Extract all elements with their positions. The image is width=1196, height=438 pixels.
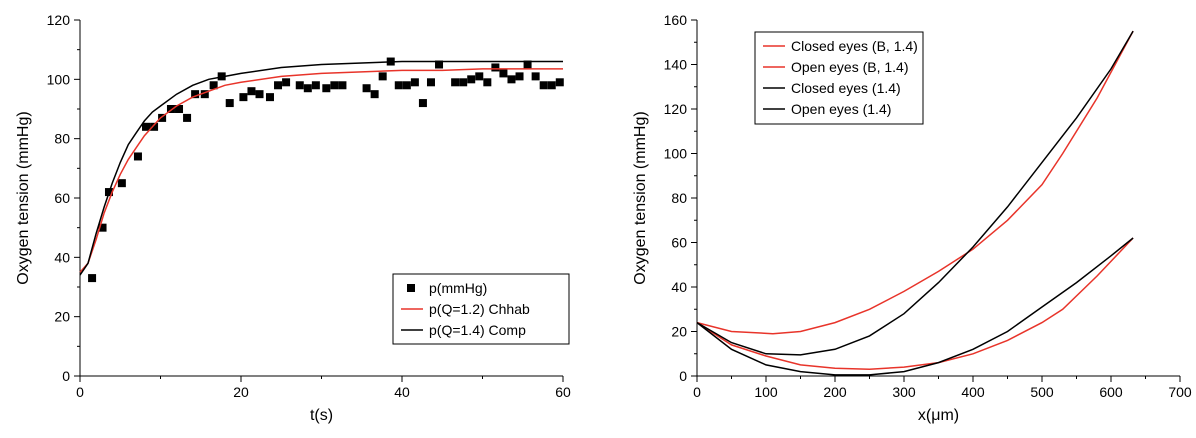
data-point: [282, 78, 291, 87]
data-point: [191, 90, 200, 99]
data-point: [515, 72, 524, 81]
legend-label: Closed eyes (1.4): [791, 80, 901, 96]
legend-label: p(Q=1.4) Comp: [429, 322, 526, 338]
data-point: [459, 78, 468, 87]
y-tick-label: 80: [671, 190, 687, 206]
data-point: [88, 274, 97, 283]
data-point: [338, 81, 347, 90]
data-point: [555, 78, 564, 87]
y-axis-label: Oxygen tension (mmHg): [632, 111, 649, 284]
data-point: [378, 72, 387, 81]
data-point: [142, 122, 151, 131]
y-tick-label: 120: [664, 101, 688, 117]
x-tick-label: 400: [961, 384, 985, 400]
x-tick-label: 40: [394, 384, 410, 400]
data-point: [410, 78, 419, 87]
data-point: [531, 72, 540, 81]
legend-label: Open eyes (1.4): [791, 101, 891, 117]
data-point: [370, 90, 379, 99]
y-tick-label: 140: [664, 57, 688, 73]
data-point: [255, 90, 264, 99]
data-point: [547, 81, 556, 90]
y-tick-label: 60: [671, 235, 687, 251]
x-tick-label: 0: [693, 384, 701, 400]
data-point: [150, 122, 159, 131]
x-tick-label: 0: [76, 384, 84, 400]
data-point: [303, 84, 312, 93]
data-point: [117, 179, 126, 188]
x-axis-label: x(μm): [918, 407, 959, 424]
data-point: [322, 84, 331, 93]
data-point: [209, 81, 218, 90]
data-point: [183, 113, 192, 122]
y-tick-label: 0: [62, 368, 70, 384]
data-point: [274, 81, 283, 90]
data-point: [523, 60, 532, 69]
y-tick-label: 100: [664, 146, 688, 162]
y-tick-label: 100: [47, 71, 71, 87]
series-line: [696, 30, 1134, 335]
data-point: [265, 93, 274, 102]
y-tick-label: 60: [54, 190, 70, 206]
data-point: [394, 81, 403, 90]
x-tick-label: 20: [233, 384, 249, 400]
data-point: [200, 90, 209, 99]
data-point: [451, 78, 460, 87]
data-point: [175, 105, 184, 113]
data-point: [467, 75, 476, 84]
data-point: [539, 81, 548, 90]
data-point: [499, 69, 508, 78]
data-point: [311, 81, 320, 90]
data-point: [330, 81, 339, 90]
series-line: [696, 237, 1134, 371]
series-line: [79, 60, 563, 276]
data-point: [158, 113, 167, 122]
y-tick-label: 20: [671, 324, 687, 340]
x-tick-label: 600: [1099, 384, 1123, 400]
data-point: [239, 93, 248, 102]
y-tick-label: 40: [54, 249, 70, 265]
y-axis-label: Oxygen tension (mmHg): [15, 111, 32, 284]
y-tick-label: 80: [54, 131, 70, 147]
x-tick-label: 200: [823, 384, 847, 400]
data-point: [225, 99, 234, 108]
legend-marker: [407, 284, 415, 292]
y-tick-label: 40: [671, 279, 687, 295]
data-point: [435, 60, 444, 69]
data-point: [475, 72, 484, 81]
data-point: [491, 63, 500, 72]
y-tick-label: 20: [54, 309, 70, 325]
data-point: [507, 75, 516, 84]
data-point: [483, 78, 492, 87]
series-line: [696, 237, 1134, 376]
series-line: [79, 68, 563, 273]
chart-oxygen-vs-depth: 0 100 200 300 400 500 600 700 0 20 40 60 80 100 120 140…: [632, 12, 1192, 424]
data-point: [247, 87, 256, 96]
data-point: [426, 78, 435, 87]
data-point: [362, 84, 371, 93]
legend-label: p(Q=1.2) Chhab: [429, 301, 530, 317]
x-tick-label: 100: [754, 384, 778, 400]
x-axis-label: t(s): [310, 407, 333, 424]
x-tick-label: 60: [555, 384, 571, 400]
x-tick-label: 500: [1030, 384, 1054, 400]
legend-label: Open eyes (B, 1.4): [791, 59, 909, 75]
y-tick-label: 160: [664, 12, 688, 28]
y-tick-label: 0: [679, 368, 687, 384]
legend-label: p(mmHg): [429, 280, 487, 296]
series-line: [696, 30, 1134, 356]
data-point: [166, 105, 175, 113]
y-tick-label: 120: [47, 12, 71, 28]
x-tick-label: 300: [892, 384, 916, 400]
data-point: [402, 81, 411, 90]
data-point: [133, 152, 142, 161]
data-point: [418, 99, 427, 108]
legend-label: Closed eyes (B, 1.4): [791, 38, 918, 54]
x-tick-label: 700: [1168, 384, 1192, 400]
chart-oxygen-vs-time: 0 20 40 60 0 20 40 60 80 100 120 t(s) Oxygen tension…: [15, 12, 571, 424]
data-point: [295, 81, 304, 90]
data-point: [98, 223, 107, 232]
